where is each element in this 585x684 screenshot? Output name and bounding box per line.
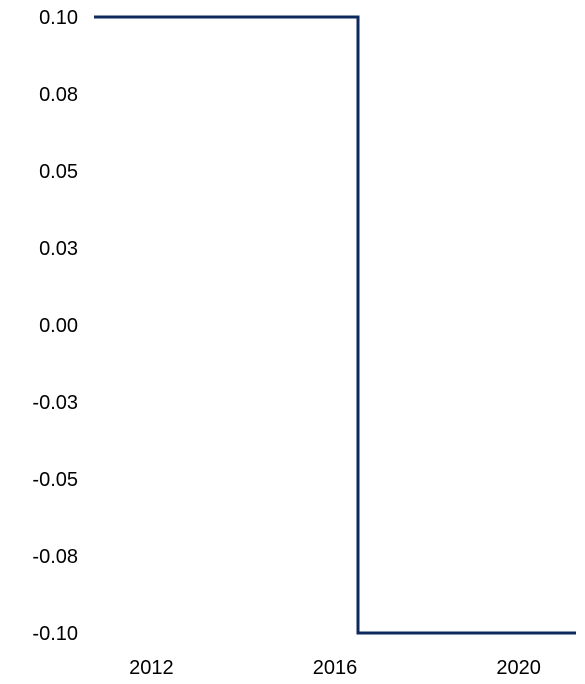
y-tick-label: 0.10 bbox=[39, 7, 78, 29]
y-tick-label: 0.03 bbox=[39, 238, 78, 260]
x-tick-label: 2020 bbox=[496, 657, 541, 679]
y-tick-label: 0.00 bbox=[39, 315, 78, 337]
y-tick-label: -0.03 bbox=[32, 392, 78, 414]
y-tick-label: 0.08 bbox=[39, 84, 78, 106]
x-tick-label: 2012 bbox=[129, 657, 174, 679]
y-tick-label: -0.10 bbox=[32, 623, 78, 645]
series-line bbox=[94, 15, 576, 635]
y-tick-label: -0.08 bbox=[32, 546, 78, 568]
y-axis-ticks: 0.10 0.08 0.05 0.03 0.00 -0.03 -0.05 -0.08 -0.10 bbox=[32, 7, 78, 645]
series-layer bbox=[94, 15, 576, 635]
x-tick-label: 2016 bbox=[313, 657, 358, 679]
y-tick-label: 0.05 bbox=[39, 161, 78, 183]
x-axis-ticks: 2012 2016 2020 bbox=[129, 657, 541, 679]
y-tick-label: -0.05 bbox=[32, 469, 78, 491]
